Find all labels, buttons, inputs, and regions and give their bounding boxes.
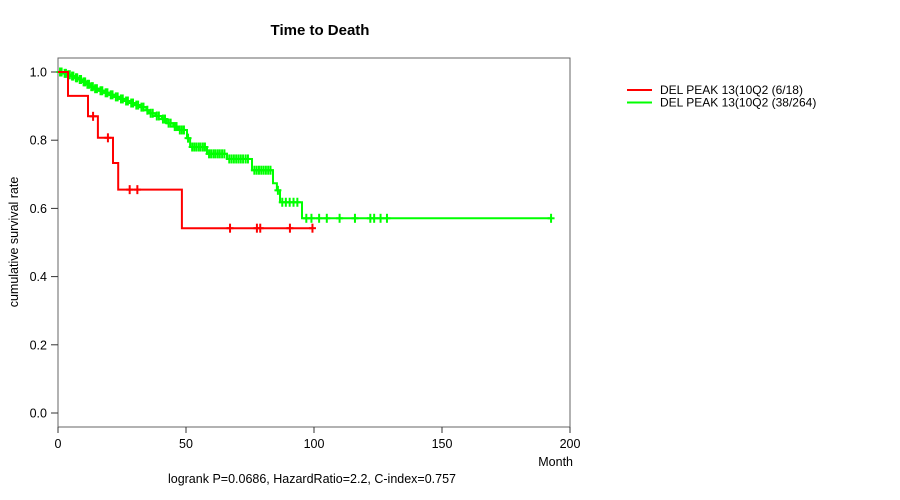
- chart-title: Time to Death: [271, 22, 370, 39]
- x-axis-label: Month: [538, 455, 573, 469]
- plot-axes: 0 50 100 150 200 0.0 0.2 0.4 0.6 0.8 1.0: [30, 57, 581, 451]
- plot-box: [57, 57, 571, 428]
- x-tick-label: 100: [304, 437, 325, 451]
- y-tick-label: 0.8: [30, 134, 47, 148]
- y-tick-label: 0.2: [30, 338, 47, 352]
- survival-curves: [56, 67, 555, 233]
- y-tick-label: 0.6: [30, 202, 47, 216]
- stats-annotation: logrank P=0.0686, HazardRatio=2.2, C-ind…: [168, 472, 456, 486]
- y-axis-label: cumulative survival rate: [7, 177, 21, 308]
- survival-curve-red: [58, 71, 313, 230]
- survival-curve-green: [58, 71, 553, 220]
- y-tick-label: 0.4: [30, 270, 47, 284]
- x-tick-label: 150: [432, 437, 453, 451]
- legend-label-green: DEL PEAK 13(10Q2 (38/264): [660, 96, 816, 110]
- y-tick-label: 0.0: [30, 407, 47, 421]
- y-tick-label: 1.0: [30, 66, 47, 80]
- x-tick-label: 0: [55, 437, 62, 451]
- x-tick-label: 200: [560, 437, 581, 451]
- x-tick-label: 50: [179, 437, 193, 451]
- legend-label-red: DEL PEAK 13(10Q2 (6/18): [660, 83, 803, 97]
- legend: DEL PEAK 13(10Q2 (6/18) DEL PEAK 13(10Q2…: [627, 83, 816, 110]
